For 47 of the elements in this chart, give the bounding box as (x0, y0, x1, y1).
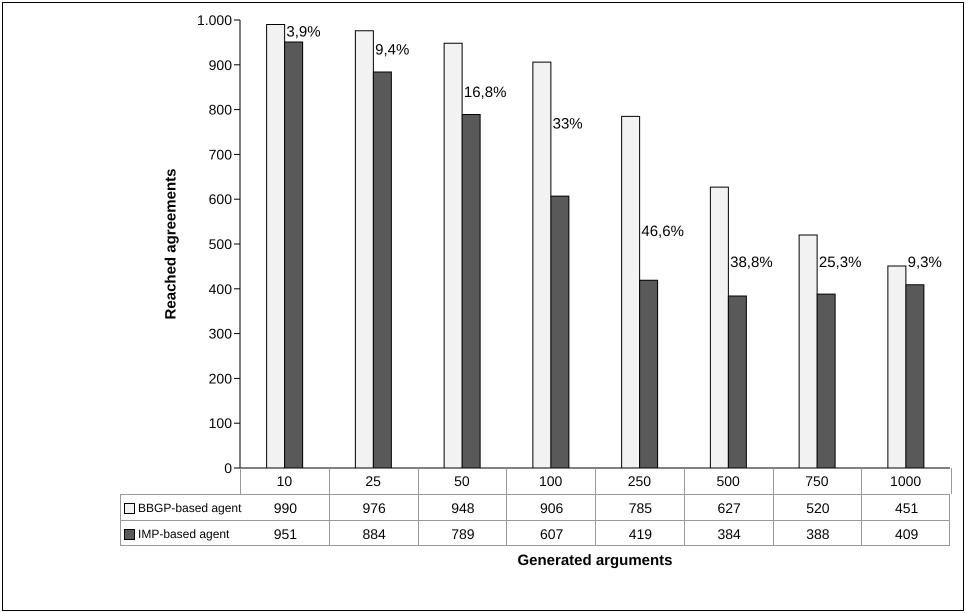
data-label: 520 (805, 499, 831, 518)
y-tick-label: 900 (208, 56, 232, 73)
annotation: 3,9% (286, 24, 321, 41)
x-tick-label: 50 (454, 472, 470, 489)
data-label: 384 (716, 525, 742, 544)
annotation: 46,6% (641, 222, 684, 240)
x-tick-label: 1000 (890, 472, 922, 489)
data-label: 884 (361, 525, 387, 544)
y-tick-label: 700 (208, 146, 232, 162)
y-tick-label: 100 (208, 415, 232, 432)
y-tick-label: 400 (208, 280, 232, 297)
annotation: 9,3% (908, 254, 942, 272)
x-axis-title: Generated arguments (516, 552, 674, 569)
y-tick-label: 300 (208, 326, 232, 342)
y-tick-label: 200 (208, 370, 232, 386)
data-label: 627 (716, 499, 742, 518)
y-tick-label: 1.000 (196, 12, 232, 28)
y-tick-label: 600 (208, 191, 232, 208)
x-tick-label: 10 (276, 472, 292, 489)
annotation: 38,8% (730, 254, 773, 272)
data-label: 451 (894, 499, 920, 518)
y-tick-label: 500 (208, 236, 232, 252)
y-tick-label: 800 (208, 102, 232, 118)
legend-label: IMP-based agent (138, 527, 230, 541)
data-label: 951 (272, 525, 298, 544)
x-tick-label: 25 (365, 472, 382, 489)
data-label: 785 (628, 499, 654, 518)
x-tick-label: 100 (538, 472, 563, 489)
legend-label: BBGP-based agent (138, 501, 242, 515)
data-label: 990 (272, 499, 298, 518)
x-tick-label: 750 (805, 472, 829, 489)
data-label: 419 (628, 525, 654, 544)
data-label: 388 (805, 525, 831, 544)
data-label: 976 (361, 499, 387, 518)
annotation: 25,3% (818, 254, 862, 272)
data-label: 906 (538, 499, 564, 518)
data-label: 789 (450, 525, 476, 544)
annotation: 33% (552, 115, 583, 132)
data-label: 409 (894, 525, 920, 544)
x-tick-label: 500 (716, 472, 740, 489)
annotation: 16,8% (464, 84, 506, 102)
data-label: 607 (538, 525, 564, 544)
x-tick-label: 250 (628, 472, 652, 489)
data-label: 948 (450, 499, 476, 518)
annotation: 9,4% (375, 41, 410, 58)
y-tick-label: 0 (224, 460, 232, 476)
y-axis-title: Reached agreements (162, 168, 180, 320)
